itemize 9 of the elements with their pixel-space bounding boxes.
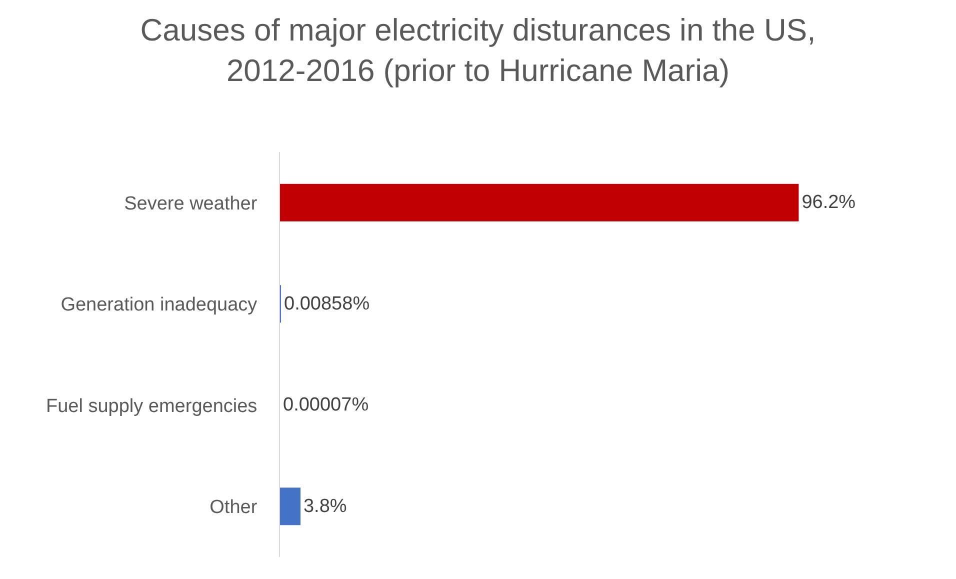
y-tick-label: Severe weather [124,193,258,214]
y-tick-label: Other [210,497,258,518]
data-label: 96.2% [802,192,856,214]
data-label: 0.00007% [283,394,369,416]
data-label: 0.00858% [284,293,370,314]
chart-title: Causes of major electricity disturances in the US, 2012-2016 (prior to Hurricane Maria) [140,12,816,88]
y-tick-label: Generation inadequacy [60,294,258,316]
y-tick-label: Fuel supply emergencies [46,396,258,417]
data-label: 3.8% [303,496,347,517]
